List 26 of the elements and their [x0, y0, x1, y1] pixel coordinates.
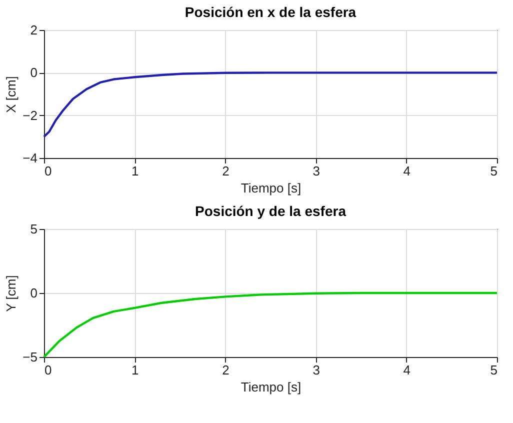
x-tick-label: 2 [222, 164, 230, 178]
y-axis-title: Y [cm] [4, 275, 19, 312]
y-tick-label: −4 [22, 150, 38, 166]
x-tick-label: 5 [490, 362, 498, 378]
chart-title: Posición y de la esfera [195, 203, 346, 219]
x-tick-label: 0 [44, 164, 52, 178]
x-tick-label: 3 [312, 164, 320, 178]
y-tick-label: 0 [30, 286, 38, 300]
x-tick-label: 1 [131, 362, 139, 378]
y-tick-label: −5 [22, 350, 38, 364]
x-tick-label: 4 [403, 164, 411, 178]
x-axis-title: Tiempo [s] [240, 180, 302, 196]
chart-title: Posición en x de la esfera [184, 4, 356, 20]
y-tick-label: −2 [22, 108, 38, 123]
y-tick-label: 2 [30, 22, 38, 38]
x-tick-label: 5 [490, 164, 498, 178]
line-series [42, 72, 498, 138]
y-tick-label: 5 [30, 222, 38, 236]
y-axis-title: X [cm] [4, 76, 19, 113]
x-tick-label: 0 [44, 362, 52, 378]
x-tick-label: 4 [403, 362, 411, 378]
x-axis-title: Tiempo [s] [240, 380, 302, 394]
y-tick-label: 0 [30, 65, 38, 80]
x-tick-label: 3 [312, 362, 320, 378]
x-tick-label: 1 [131, 164, 139, 178]
x-tick-label: 2 [222, 362, 230, 378]
